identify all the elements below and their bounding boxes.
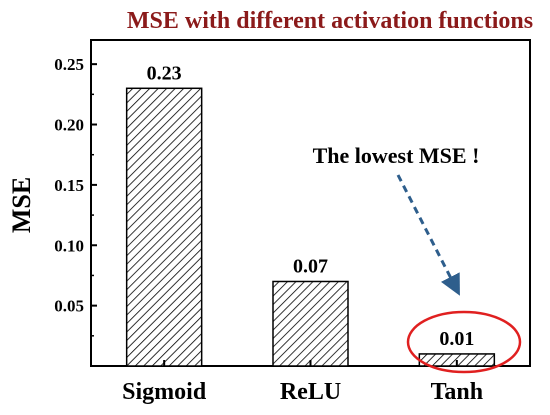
- y-tick-label: 0.10: [54, 236, 84, 255]
- bars: [125, 87, 496, 367]
- bar-relu: [272, 280, 349, 367]
- annotation-text: The lowest MSE !: [313, 143, 480, 168]
- y-axis-label: MSE: [7, 177, 36, 233]
- y-tick-label: 0.15: [54, 176, 84, 195]
- x-tick-label: Tanh: [431, 379, 484, 405]
- annotation-arrow: [396, 174, 460, 296]
- y-tick-label: 0.25: [54, 55, 84, 74]
- data-labels: 0.23 0.07 0.01: [147, 62, 475, 350]
- bar-sigmoid: [125, 87, 203, 367]
- y-ticks: 0.05 0.10 0.15 0.20 0.25: [54, 55, 97, 337]
- y-tick-label: 0.05: [54, 297, 84, 316]
- x-tick-label: ReLU: [280, 379, 341, 405]
- data-label: 0.23: [147, 62, 182, 84]
- chart-title: MSE with different activation functions: [127, 8, 533, 34]
- y-tick-label: 0.20: [54, 116, 84, 135]
- highlight-ellipse: [406, 310, 522, 374]
- data-label: 0.01: [439, 328, 474, 350]
- data-label: 0.07: [293, 255, 328, 277]
- x-ticks: Sigmoid ReLU Tanh: [122, 360, 483, 405]
- x-tick-label: Sigmoid: [122, 379, 207, 405]
